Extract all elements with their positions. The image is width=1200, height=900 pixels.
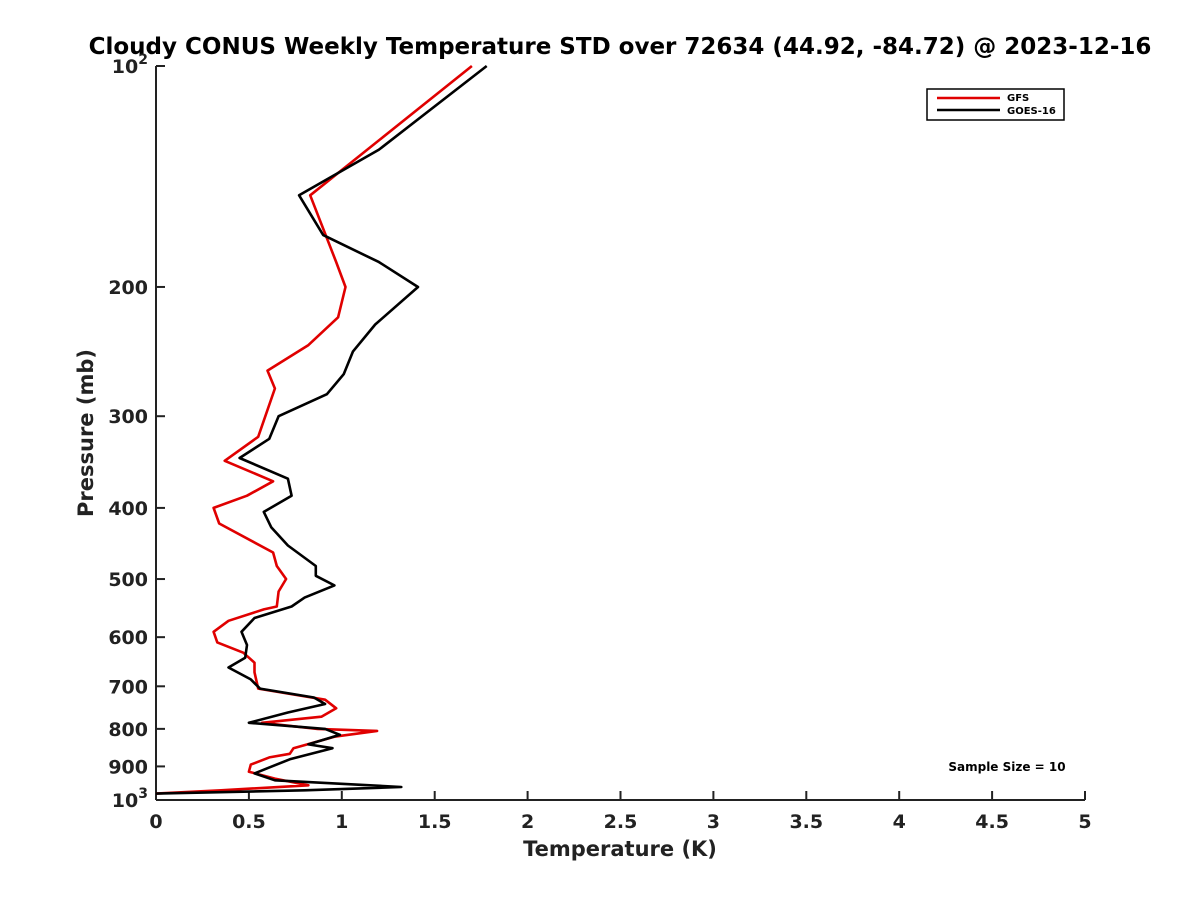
- x-tick-label: 0.5: [232, 811, 266, 833]
- y-tick-label: 900: [108, 756, 148, 778]
- y-tick-label-base: 800: [108, 719, 148, 741]
- legend-box: [926, 88, 1065, 121]
- y-tick-label-base: 300: [108, 406, 148, 428]
- x-tick-label: 3: [707, 811, 720, 833]
- x-tick-label: 0: [149, 811, 162, 833]
- y-tick-label-base: 10: [112, 56, 138, 78]
- y-tick-label: 700: [108, 676, 148, 698]
- legend-label-gfs: GFS: [1007, 93, 1029, 104]
- series-group: [155, 64, 488, 795]
- x-ticks: 0 0.5 1 1.5 2 2.5 3 3.5 4 4.5 5: [149, 791, 1092, 833]
- y-tick-label-exponent: 2: [138, 52, 148, 68]
- x-tick-label: 1.5: [418, 811, 452, 833]
- plot-area: [155, 66, 1085, 801]
- y-tick-label-base: 700: [108, 676, 148, 698]
- sample-size-annotation: Sample Size = 10: [948, 760, 1065, 774]
- x-axis-label: Temperature (K): [523, 837, 717, 861]
- y-tick-label: 400: [108, 498, 148, 520]
- y-tick-label: 300: [108, 406, 148, 428]
- y-tick-label-base: 600: [108, 627, 148, 649]
- x-tick-label: 4: [893, 811, 906, 833]
- y-tick-label: 200: [108, 277, 148, 299]
- legend-label-goes16: GOES-16: [1007, 106, 1056, 117]
- y-tick-label: 600: [108, 627, 148, 649]
- chart-title: Cloudy CONUS Weekly Temperature STD over…: [89, 34, 1152, 60]
- y-tick-label-base: 500: [108, 569, 148, 591]
- x-tick-label: 4.5: [975, 811, 1009, 833]
- y-axis-label: Pressure (mb): [74, 349, 98, 517]
- x-tick-label: 1: [335, 811, 348, 833]
- series-line-goes16: [155, 64, 488, 795]
- y-tick-label: 800: [108, 719, 148, 741]
- x-tick-label: 2: [521, 811, 534, 833]
- x-tick-label: 3.5: [789, 811, 823, 833]
- series-line-gfs: [155, 64, 473, 795]
- y-tick-label-exponent: 3: [138, 786, 148, 802]
- legend: GFS GOES-16: [926, 88, 1065, 121]
- y-tick-label-base: 10: [112, 790, 138, 812]
- y-tick-label: 102: [112, 52, 148, 78]
- x-tick-label: 5: [1078, 811, 1091, 833]
- y-tick-label: 500: [108, 569, 148, 591]
- y-tick-label-base: 400: [108, 498, 148, 520]
- x-tick-label: 2.5: [604, 811, 638, 833]
- y-tick-label-base: 200: [108, 277, 148, 299]
- y-tick-label: 103: [112, 786, 148, 812]
- y-tick-label-base: 900: [108, 756, 148, 778]
